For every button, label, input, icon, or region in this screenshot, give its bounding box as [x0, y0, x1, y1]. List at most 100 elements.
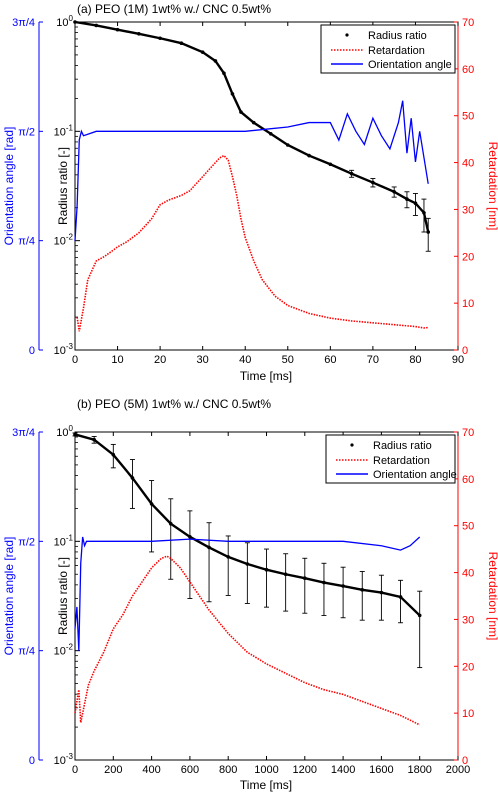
- panel-a-radius-point: [158, 36, 162, 41]
- panel-a-retardation-tick-label: 0: [462, 345, 468, 357]
- panel-b-radius-point: [379, 590, 384, 595]
- panel-b-radius-point: [341, 584, 345, 588]
- panel-a-retardation-tick-label: 50: [462, 111, 474, 123]
- panel-a-radius-point: [213, 59, 218, 63]
- panel-a-x-label: Time [ms]: [240, 369, 292, 383]
- panel-b-radius-point: [73, 432, 77, 437]
- panel-b-xtick-label: 200: [104, 764, 122, 776]
- panel-a-xtick-label: 60: [324, 354, 336, 366]
- panel-b-radius-point: [322, 580, 326, 585]
- panel-a-orientation-tick-label: 0: [29, 345, 35, 357]
- panel-b-orientation-tick-label: 0: [29, 755, 35, 767]
- panel-a-legend-radius: Radius ratio: [368, 30, 427, 42]
- panel-b-retardation-tick-label: 0: [462, 755, 468, 767]
- panel-b-title: (b) PEO (5M) 1wt% w./ CNC 0.5wt%: [77, 397, 271, 411]
- panel-b-legend: Radius ratio Retardation Orientation ang…: [325, 434, 457, 484]
- panel-a-retardation-tick-label: 60: [462, 64, 474, 76]
- panel-b-radius-label: Radius ratio [-]: [56, 557, 70, 635]
- panel-a-radius-label: Radius ratio [-]: [56, 147, 70, 225]
- panel-b-retardation-tick-label: 30: [462, 614, 474, 626]
- panel-b-orientation-tick-label: π/4: [18, 646, 35, 658]
- panel-a-retardation-tick-label: 70: [462, 17, 474, 29]
- panel-b-radius-point: [264, 567, 269, 572]
- panel-b-radius-point: [130, 476, 135, 480]
- panel-a-xtick-label: 20: [154, 354, 166, 366]
- panel-a-xtick-label: 10: [111, 354, 123, 366]
- panel-a-xtick-label: 50: [282, 354, 294, 366]
- panel-b-xtick-label: 400: [142, 764, 160, 776]
- panel-b-legend-orientation: Orientation angle: [373, 469, 457, 481]
- panel-a-radius-point: [285, 143, 290, 147]
- panel-b-retardation-tick-label: 10: [462, 708, 474, 720]
- panel-b-radius-tick-label: 10-1: [54, 533, 74, 548]
- panel-a-radius-tick-label: 10-1: [54, 123, 74, 138]
- panel-b: (b) PEO (5M) 1wt% w./ CNC 0.5wt% Orienta…: [2, 397, 498, 792]
- panel-b-radius-point: [111, 452, 116, 457]
- panel-b-radius-point: [92, 437, 96, 442]
- panel-a-legend-orientation: Orientation angle: [368, 59, 452, 71]
- panel-b-radius-point: [360, 588, 365, 592]
- panel-a-radius-point: [251, 120, 256, 125]
- panel-a-radius-tick-label: 10-3: [54, 342, 74, 357]
- panel-a-legend-box: [320, 24, 456, 74]
- panel-a-radius-point: [371, 180, 375, 185]
- panel-b-radius-tick-label: 10-2: [54, 643, 74, 658]
- panel-b-legend-radius: Radius ratio: [373, 440, 432, 452]
- panel-b-radius-point: [245, 562, 250, 566]
- panel-a-radius-point: [392, 189, 396, 194]
- panel-a-xtick-label: 0: [72, 354, 78, 366]
- panel-a: (a) PEO (1M) 1wt% w./ CNC 0.5wt% Orienta…: [2, 2, 498, 383]
- panel-b-radius-point: [417, 613, 422, 618]
- panel-a-radius-point: [179, 41, 184, 45]
- panel-a-retardation-label: Retardation [nm]: [486, 142, 498, 231]
- panel-b-radius-tick-label: 10-3: [54, 752, 74, 767]
- panel-a-xtick-label: 70: [367, 354, 379, 366]
- panel-a-radius-point: [73, 20, 77, 24]
- panel-b-orientation-label: Orientation angle [rad]: [2, 537, 16, 656]
- panel-b-radius-point: [398, 595, 403, 599]
- panel-a-radius-point: [115, 27, 120, 32]
- panel-a-radius-point: [422, 210, 426, 215]
- panel-b-radius-point: [303, 576, 307, 581]
- panel-a-retardation-tick-label: 20: [462, 251, 474, 263]
- panel-b-orientation-tick-label: 3π/4: [12, 427, 35, 439]
- panel-a-retardation-tick-label: 40: [462, 158, 474, 170]
- panel-a-radius-point: [200, 50, 205, 54]
- panel-b-radius-point: [226, 555, 230, 559]
- panel-a-radius-tick-label: 100: [56, 14, 73, 29]
- panel-a-orientation-label: Orientation angle [rad]: [2, 127, 16, 246]
- panel-b-legend-radius-swatch: [350, 443, 354, 447]
- panel-b-retardation-label: Retardation [nm]: [486, 552, 498, 641]
- panel-b-xtick-label: 1800: [407, 764, 431, 776]
- panel-a-orientation-tick-label: π/4: [18, 236, 35, 248]
- panel-a-radius-point: [328, 162, 333, 167]
- panel-a-legend-radius-swatch: [345, 33, 349, 37]
- panel-a-radius-point: [349, 171, 354, 176]
- panel-b-orientation-tick-label: π/2: [18, 536, 35, 548]
- panel-b-retardation-tick-label: 40: [462, 568, 474, 580]
- panel-a-radius-point: [137, 31, 141, 36]
- panel-b-xtick-label: 1600: [369, 764, 393, 776]
- panel-b-retardation-tick-label: 20: [462, 661, 474, 673]
- panel-a-xtick-label: 40: [239, 354, 251, 366]
- panel-a-retardation-tick-label: 10: [462, 298, 474, 310]
- panel-a-radius-point: [413, 201, 418, 206]
- panel-b-radius-point: [283, 572, 288, 577]
- panel-a-legend: Radius ratio Retardation Orientation ang…: [320, 24, 456, 74]
- panel-b-legend-retardation: Retardation: [373, 455, 430, 467]
- panel-b-retardation-tick-label: 60: [462, 474, 474, 486]
- panel-b-retardation-tick-label: 70: [462, 427, 474, 439]
- panel-b-radius-point: [168, 521, 173, 526]
- panel-b-radius-tick-label: 100: [56, 424, 73, 439]
- panel-a-retardation-tick-label: 30: [462, 204, 474, 216]
- panel-b-xtick-label: 2000: [446, 764, 470, 776]
- panel-b-xtick-label: 600: [181, 764, 199, 776]
- panel-a-orientation-tick-label: 3π/4: [12, 17, 35, 29]
- panel-b-radius-point: [149, 502, 154, 506]
- panel-a-radius-point: [268, 131, 273, 136]
- panel-a-xtick-label: 90: [452, 354, 464, 366]
- panel-b-xtick-label: 1400: [331, 764, 355, 776]
- panel-a-xtick-label: 80: [409, 354, 421, 366]
- panel-a-radius-point: [222, 71, 226, 76]
- panel-b-x-label: Time [ms]: [240, 778, 292, 792]
